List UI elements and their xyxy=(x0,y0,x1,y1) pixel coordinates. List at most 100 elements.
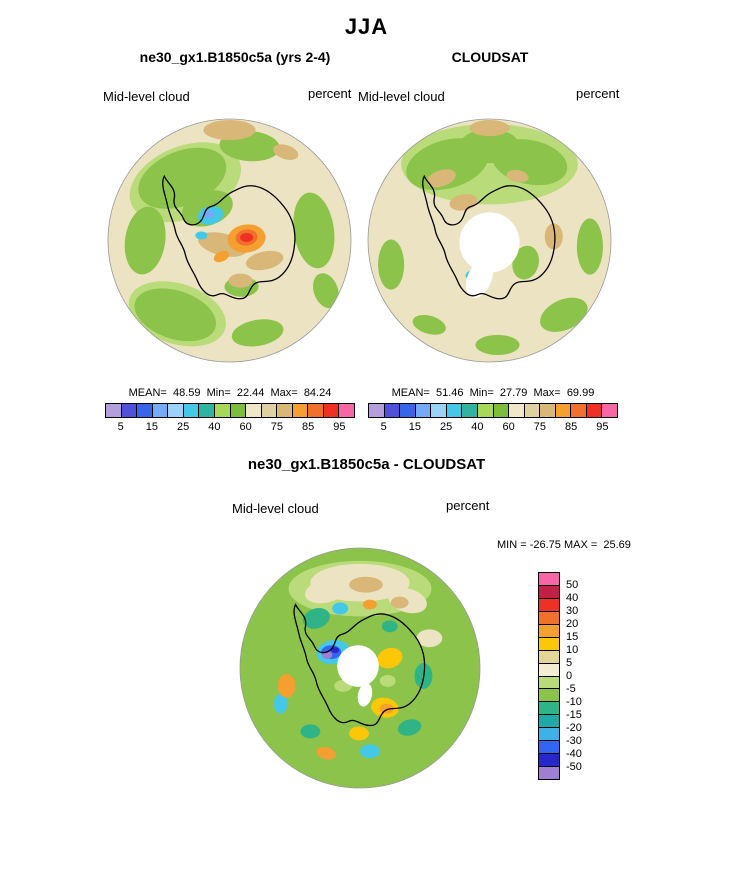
colorbar-cell xyxy=(322,404,339,417)
colorbar-cell xyxy=(167,404,183,417)
colorbar-tick-label: -15 xyxy=(566,709,582,721)
diff-field-label: Mid-level cloud xyxy=(232,501,319,516)
colorbar-tick-label: 25 xyxy=(177,421,190,433)
colorbar-cell xyxy=(539,727,559,741)
colorbar-cell xyxy=(539,662,559,676)
colorbar-cell xyxy=(120,404,137,417)
model-colorbar xyxy=(105,403,355,418)
colorbar-tick-label: -50 xyxy=(566,761,582,773)
cloud-fraction-field xyxy=(368,119,611,362)
antarctica-coastline xyxy=(162,174,296,300)
colorbar-tick-label: 5 xyxy=(566,657,573,669)
colorbar-tick-label: 15 xyxy=(566,631,579,643)
colorbar-tick-label: -40 xyxy=(566,748,582,760)
colorbar-cell xyxy=(539,597,559,611)
colorbar-cell xyxy=(445,404,462,417)
colorbar-cell xyxy=(260,404,277,417)
colorbar-cell xyxy=(585,404,602,417)
colorbar-cell xyxy=(136,404,152,417)
colorbar-cell xyxy=(539,584,559,598)
colorbar-tick-label: 20 xyxy=(566,618,579,630)
colorbar-tick-label: 75 xyxy=(270,421,283,433)
diff-colorbar xyxy=(538,572,560,780)
colorbar-cell xyxy=(539,675,559,689)
colorbar-cell xyxy=(539,623,559,637)
colorbar-tick-label: 85 xyxy=(565,421,578,433)
cloud-fraction-field xyxy=(108,119,351,362)
obs-stats: MEAN= 51.46 Min= 27.79 Max= 69.99 xyxy=(391,387,595,399)
model-stats: MEAN= 48.59 Min= 22.44 Max= 84.24 xyxy=(128,387,332,399)
colorbar-tick-label: -10 xyxy=(566,696,582,708)
colorbar-tick-label: 95 xyxy=(596,421,609,433)
diff-panel-title: ne30_gx1.B1850c5a - CLOUDSAT xyxy=(247,456,486,473)
diff-units-label: percent xyxy=(446,498,490,513)
colorbar-cell xyxy=(307,404,323,417)
colorbar-tick-label: 75 xyxy=(533,421,546,433)
colorbar-tick-label: -5 xyxy=(566,683,576,695)
colorbar-tick-label: 40 xyxy=(208,421,221,433)
obs-panel-title: CLOUDSAT xyxy=(451,49,529,65)
colorbar-tick-label: 60 xyxy=(502,421,515,433)
obs-colorbar-ticks: 5 15 25 40 60 75 85 95 xyxy=(368,421,618,435)
colorbar-cell xyxy=(539,766,559,779)
colorbar-cell xyxy=(523,404,540,417)
colorbar-cell xyxy=(369,404,384,417)
colorbar-cell xyxy=(430,404,446,417)
map-boundary-circle xyxy=(367,118,612,363)
colorbar-cell xyxy=(213,404,230,417)
colorbar-cell xyxy=(151,404,168,417)
cloudsat-map-svg xyxy=(367,118,612,363)
colorbar-cell xyxy=(539,649,559,663)
colorbar-cell xyxy=(229,404,246,417)
colorbar-tick-label: -20 xyxy=(566,722,582,734)
colorbar-tick-label: 5 xyxy=(117,421,124,433)
map-boundary-circle xyxy=(239,547,481,789)
obs-field-label: Mid-level cloud xyxy=(358,89,445,104)
obs-colorbar xyxy=(368,403,618,418)
colorbar-cell xyxy=(508,404,524,417)
colorbar-tick-label: 25 xyxy=(440,421,453,433)
obs-units-label: percent xyxy=(576,86,620,101)
colorbar-cell xyxy=(492,404,509,417)
cloudsat-map xyxy=(367,118,612,368)
colorbar-cell xyxy=(539,636,559,650)
colorbar-tick-label: 15 xyxy=(408,421,421,433)
colorbar-tick-label: 30 xyxy=(566,605,579,617)
diff-colorbar-ticks: 50 40 30 20 15 10 5 0 -5 -10 -15 -20 -30 -40 -50 xyxy=(566,572,602,780)
model-panel-title: ne30_gx1.B1850c5a (yrs 2-4) xyxy=(139,49,331,65)
colorbar-tick-label: 5 xyxy=(380,421,387,433)
colorbar-tick-label: 40 xyxy=(471,421,484,433)
colorbar-tick-label: 10 xyxy=(566,644,579,656)
colorbar-cell xyxy=(539,740,559,754)
model-colorbar-ticks: 5 15 25 40 60 75 85 95 xyxy=(105,421,355,435)
model-field-label: Mid-level cloud xyxy=(103,89,190,104)
figure-title: JJA xyxy=(344,14,389,39)
colorbar-cell xyxy=(182,404,199,417)
colorbar-cell xyxy=(554,404,571,417)
colorbar-cell xyxy=(570,404,586,417)
antarctica-coastline xyxy=(293,603,426,727)
colorbar-cell xyxy=(539,404,555,417)
colorbar-tick-label: 15 xyxy=(145,421,158,433)
cloud-difference-field xyxy=(239,547,481,789)
model-map xyxy=(107,118,352,368)
polar-data-gap xyxy=(337,645,379,687)
colorbar-tick-label: 40 xyxy=(566,592,579,604)
colorbar-tick-label: 95 xyxy=(333,421,346,433)
colorbar-tick-label: 60 xyxy=(239,421,252,433)
colorbar-cell xyxy=(539,610,559,624)
map-boundary-circle xyxy=(107,118,352,363)
colorbar-tick-label: 50 xyxy=(566,579,579,591)
model-map-svg xyxy=(107,118,352,363)
model-units-label: percent xyxy=(308,86,352,101)
colorbar-cell xyxy=(539,573,559,585)
diff-minmax: MIN = -26.75 MAX = 25.69 xyxy=(497,539,631,551)
colorbar-cell xyxy=(539,753,559,767)
difference-map-svg xyxy=(239,547,481,789)
colorbar-tick-label: 0 xyxy=(566,670,573,682)
colorbar-tick-label: 85 xyxy=(302,421,315,433)
polar-data-gap xyxy=(459,212,520,273)
antarctica-coastline xyxy=(422,174,556,300)
colorbar-cell xyxy=(539,714,559,728)
